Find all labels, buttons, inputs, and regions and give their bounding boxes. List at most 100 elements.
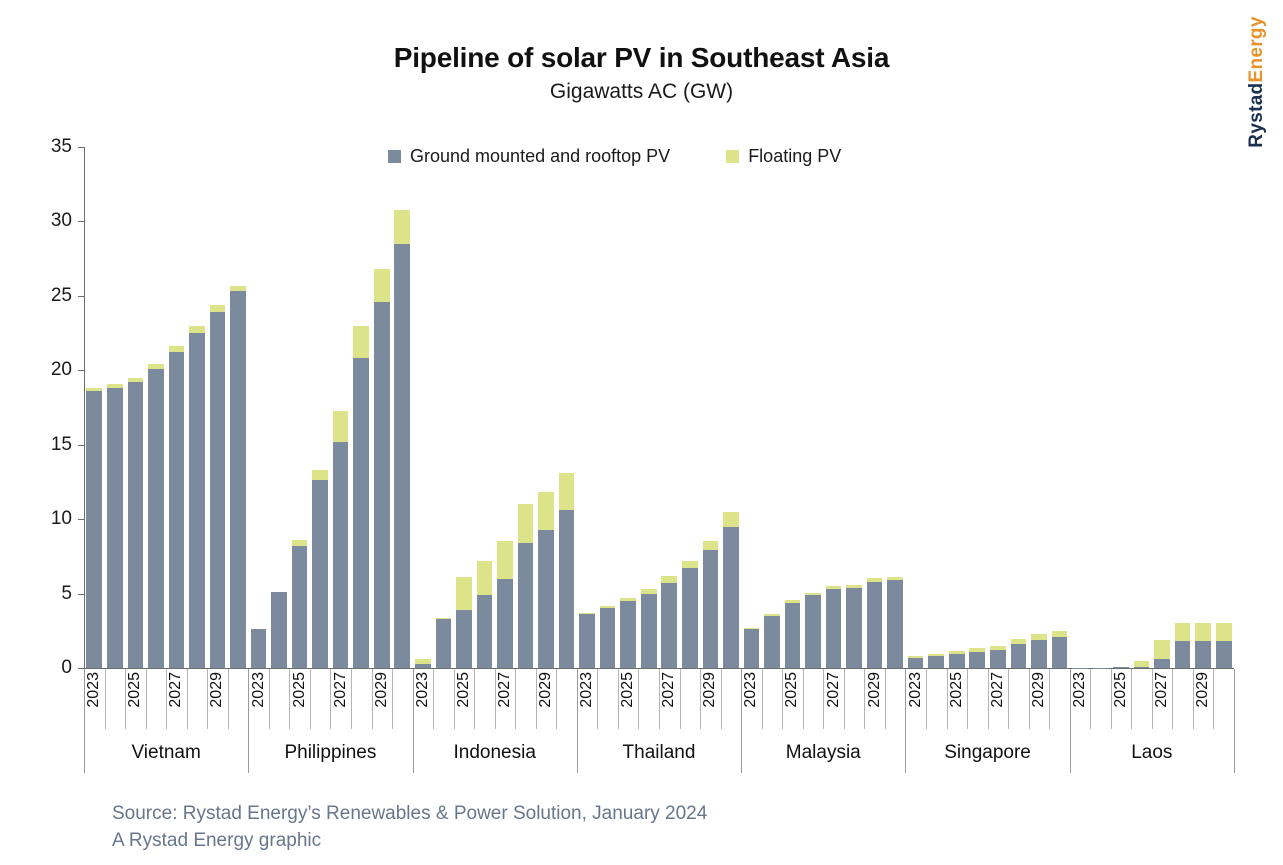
bar-column[interactable]	[1174, 623, 1191, 668]
bar-column[interactable]	[640, 589, 657, 668]
bar-column[interactable]	[476, 560, 493, 668]
bar-column[interactable]	[764, 613, 780, 668]
bar-column[interactable]	[784, 600, 801, 668]
bar-column[interactable]	[579, 612, 595, 668]
x-axis-year-label: 2029	[372, 672, 390, 708]
bar-column[interactable]	[373, 269, 390, 668]
bar-column[interactable]	[743, 627, 760, 668]
x-axis-year-label: 2025	[947, 672, 965, 708]
country-separator	[248, 669, 250, 773]
bar-column[interactable]	[86, 388, 103, 668]
bar-column[interactable]	[1133, 660, 1150, 668]
bar-segment-floating-pv	[394, 209, 411, 244]
bar-column[interactable]	[148, 363, 164, 668]
x-axis-minor-tick	[1213, 669, 1215, 729]
x-axis-minor-tick	[556, 669, 558, 729]
x-axis-minor-tick	[125, 669, 127, 729]
bar-column[interactable]	[887, 577, 903, 668]
x-axis-minor-tick	[289, 669, 291, 729]
bar-segment-floating-pv	[866, 577, 883, 582]
bar-column[interactable]	[1195, 623, 1211, 668]
bar-group-laos	[1070, 147, 1234, 668]
country-label-malaysia: Malaysia	[785, 742, 861, 763]
bar-column[interactable]	[907, 656, 924, 668]
bar-segment-ground-pv	[291, 545, 308, 668]
x-axis-minor-tick	[207, 669, 209, 729]
x-axis-minor-tick	[1008, 669, 1010, 729]
bar-segment-floating-pv	[127, 377, 144, 383]
bar-column[interactable]	[620, 598, 636, 668]
bar-column[interactable]	[312, 470, 328, 668]
bar-segment-ground-pv	[846, 587, 862, 668]
bar-column[interactable]	[332, 410, 349, 668]
bar-column[interactable]	[168, 346, 185, 668]
bar-column[interactable]	[1031, 633, 1047, 668]
bar-column[interactable]	[723, 511, 739, 668]
x-axis-minor-tick	[617, 669, 619, 729]
legend-item-1[interactable]: Floating PV	[726, 146, 841, 167]
bar-segment-floating-pv	[168, 346, 185, 353]
x-axis-year-label: 2023	[249, 672, 267, 708]
bar-column[interactable]	[681, 560, 698, 668]
bar-column[interactable]	[271, 592, 287, 668]
bar-column[interactable]	[928, 653, 945, 668]
bar-column[interactable]	[127, 377, 144, 668]
bar-column[interactable]	[415, 659, 431, 668]
bar-column[interactable]	[948, 650, 965, 668]
source-line-1: Source: Rystad Energy’s Renewables & Pow…	[112, 803, 708, 824]
chart-subtitle: Gigawatts AC (GW)	[549, 80, 734, 103]
bar-column[interactable]	[353, 325, 370, 668]
bar-segment-ground-pv	[86, 391, 103, 668]
bar-column[interactable]	[394, 209, 411, 668]
bar-column[interactable]	[1010, 638, 1027, 668]
bar-column[interactable]	[1215, 623, 1232, 668]
y-axis-tick-label: 15	[50, 433, 72, 455]
bar-column[interactable]	[661, 575, 678, 668]
logo-text-rystad: Rystad	[1246, 82, 1267, 148]
x-axis-minor-tick	[392, 669, 394, 729]
country-label-laos: Laos	[1131, 742, 1173, 763]
bar-segment-ground-pv	[599, 608, 616, 668]
bar-column[interactable]	[230, 286, 246, 668]
bar-column[interactable]	[291, 539, 308, 668]
bar-column[interactable]	[497, 541, 513, 668]
bar-column[interactable]	[969, 647, 986, 668]
bar-column[interactable]	[517, 504, 534, 668]
legend-item-0[interactable]: Ground mounted and rooftop PV	[388, 146, 670, 167]
bar-column[interactable]	[990, 645, 1006, 668]
bar-column[interactable]	[825, 586, 842, 668]
bar-segment-ground-pv	[1154, 659, 1170, 668]
bar-column[interactable]	[702, 541, 719, 668]
x-axis-minor-tick	[823, 669, 825, 729]
bar-column[interactable]	[538, 492, 554, 668]
bar-column[interactable]	[107, 384, 123, 668]
bar-column[interactable]	[866, 577, 883, 668]
y-axis-tick	[78, 221, 85, 223]
y-axis-tick-label: 25	[50, 284, 72, 306]
bar-column[interactable]	[250, 629, 267, 668]
bar-column[interactable]	[1051, 630, 1068, 668]
bar-column[interactable]	[846, 584, 862, 668]
x-axis-year-label: 2029	[1029, 672, 1047, 708]
y-axis-tick-label: 10	[50, 508, 72, 530]
bar-column[interactable]	[435, 618, 452, 668]
legend-swatch-icon	[726, 150, 740, 163]
bar-segment-ground-pv	[312, 480, 328, 668]
bar-column[interactable]	[189, 326, 205, 668]
bar-column[interactable]	[1113, 667, 1129, 668]
bar-segment-ground-pv	[497, 578, 513, 668]
bar-column[interactable]	[1154, 639, 1170, 668]
bar-segment-ground-pv	[640, 593, 657, 668]
x-axis-minor-tick	[884, 669, 886, 729]
bar-column[interactable]	[558, 473, 575, 668]
x-axis-year-labels: 2023 2025 2027 2029 2023 2025 2027 2029 2023 2025…	[84, 672, 1234, 734]
bar-segment-ground-pv	[353, 358, 370, 668]
bar-column[interactable]	[805, 592, 821, 668]
bar-column[interactable]	[456, 577, 472, 668]
bar-column[interactable]	[599, 606, 616, 668]
bar-column[interactable]	[209, 304, 226, 668]
bar-segment-floating-pv	[312, 470, 328, 481]
bar-segment-floating-pv	[887, 577, 903, 581]
bar-segment-ground-pv	[681, 568, 698, 668]
x-axis-minor-tick	[1110, 669, 1112, 729]
